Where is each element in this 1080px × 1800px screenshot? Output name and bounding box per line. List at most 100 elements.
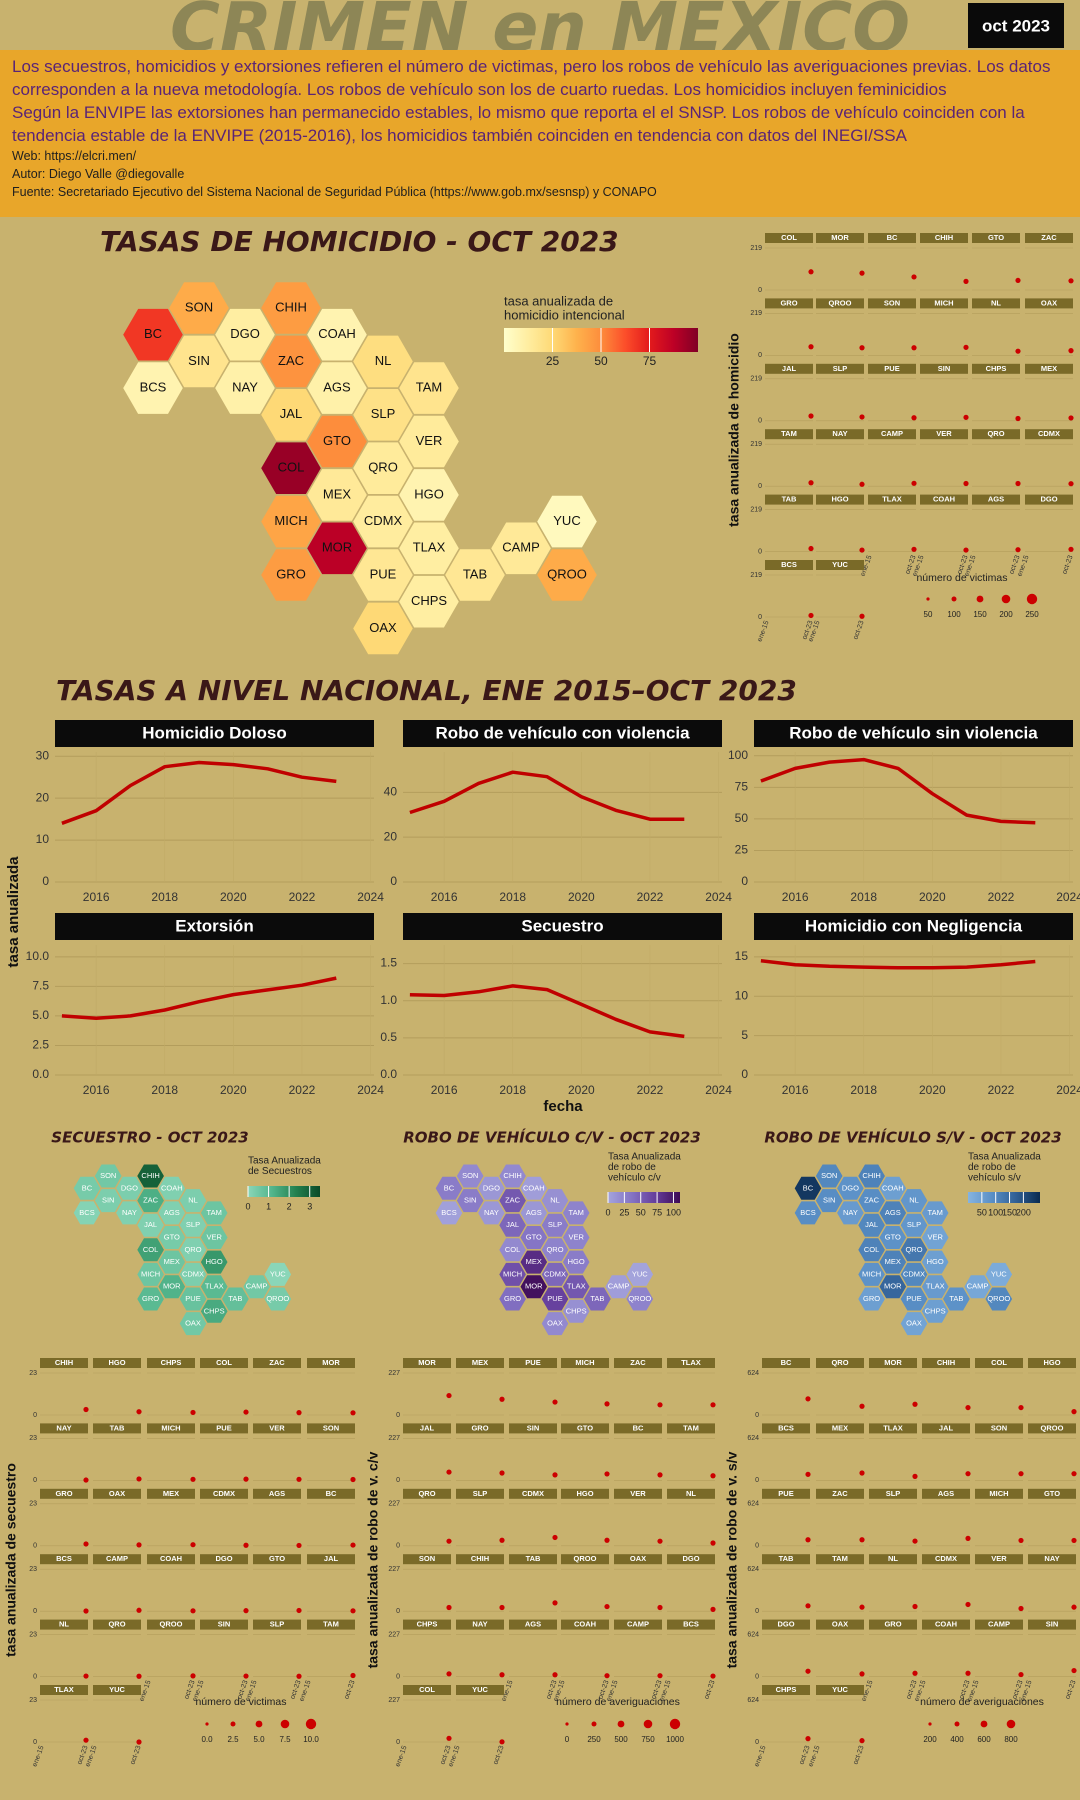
x-tick-label: 2020 bbox=[919, 1083, 946, 1097]
hex-label: JAL bbox=[280, 406, 302, 421]
y-axis-label: tasa anualizada bbox=[5, 856, 22, 968]
panel-label-box bbox=[667, 1358, 715, 1368]
y-tick-label: 0 bbox=[758, 418, 762, 425]
panel-label-box bbox=[307, 1423, 355, 1434]
latest-point bbox=[1068, 481, 1074, 487]
panel-label-box bbox=[922, 1423, 970, 1434]
latest-point bbox=[911, 345, 917, 351]
panel-label-box bbox=[972, 429, 1020, 440]
panel-label: JAL bbox=[420, 1423, 435, 1432]
x-tick-label: 2016 bbox=[83, 890, 110, 904]
panel-label: MICH bbox=[934, 298, 953, 307]
legend-title: tasa anualizada de bbox=[504, 293, 613, 308]
panel-label-box bbox=[816, 1358, 864, 1368]
latest-point bbox=[965, 1601, 971, 1608]
legend-tick-label: 50 bbox=[636, 1207, 646, 1217]
latest-point bbox=[604, 1603, 610, 1610]
panel-label-box bbox=[200, 1488, 248, 1499]
hex-label: SLP bbox=[548, 1220, 562, 1229]
panel-label: BCS bbox=[683, 1620, 699, 1629]
panel-label: MEX bbox=[472, 1358, 488, 1367]
y-tick-label: 227 bbox=[388, 1370, 400, 1377]
latest-point bbox=[446, 1538, 452, 1544]
latest-point bbox=[859, 547, 865, 553]
panel-label-box bbox=[922, 1554, 970, 1565]
legend-title: Tasa Anualizada bbox=[968, 1152, 1041, 1163]
x-tick-label: oct-23 bbox=[703, 1679, 716, 1700]
panel-label-box bbox=[920, 233, 968, 243]
hex-label: NAY bbox=[484, 1208, 499, 1217]
hex-label: QRO bbox=[368, 460, 398, 475]
panel-label-box bbox=[667, 1619, 715, 1630]
x-tick-label: 2018 bbox=[499, 890, 526, 904]
panel-label: MOR bbox=[418, 1358, 436, 1367]
legend-title: vehículo c/v bbox=[608, 1173, 661, 1184]
size-legend-title: número de averiguaciones bbox=[556, 1696, 680, 1708]
latest-point bbox=[1071, 1537, 1077, 1544]
hex-label: SIN bbox=[823, 1196, 836, 1205]
legend-tick-label: 0 bbox=[245, 1201, 250, 1211]
panel-label: SIN bbox=[527, 1423, 540, 1432]
panel-label-box bbox=[972, 233, 1020, 243]
hex-label: JAL bbox=[144, 1220, 157, 1229]
size-legend-label: 0.0 bbox=[201, 1735, 213, 1744]
panel-label-box bbox=[147, 1488, 195, 1499]
latest-point bbox=[1071, 1604, 1077, 1610]
panel-label: GRO bbox=[471, 1423, 488, 1432]
y-tick-label: 0 bbox=[758, 352, 762, 359]
panel-label-box bbox=[40, 1619, 88, 1630]
y-tick-label: 0 bbox=[758, 483, 762, 490]
y-tick-label: 227 bbox=[388, 1566, 400, 1573]
panel-title-bar bbox=[403, 913, 722, 940]
hex-label: TLAX bbox=[567, 1282, 586, 1291]
y-tick-label: 0 bbox=[755, 1608, 759, 1615]
latest-point bbox=[350, 1542, 356, 1548]
x-tick-label: 2016 bbox=[83, 1083, 110, 1097]
y-tick-label: 7.5 bbox=[32, 979, 49, 993]
hex-label: PUE bbox=[370, 566, 397, 581]
hex bbox=[135, 1286, 166, 1312]
panel-label-box bbox=[762, 1488, 810, 1499]
latest-point bbox=[808, 269, 814, 275]
x-tick-label: 2022 bbox=[289, 1083, 316, 1097]
panel-label-box bbox=[200, 1358, 248, 1368]
legend-tick-label: 25 bbox=[546, 354, 560, 368]
x-tick-label: oct-23 bbox=[1064, 1679, 1077, 1700]
latest-point bbox=[1071, 1471, 1077, 1477]
trend-line bbox=[760, 757, 1036, 825]
hex-label: VER bbox=[927, 1232, 943, 1241]
panel-label-box bbox=[561, 1488, 609, 1499]
hex bbox=[178, 1310, 208, 1337]
panel-label-box bbox=[93, 1554, 141, 1565]
hex-label: COAH bbox=[882, 1183, 904, 1192]
panel-label: PUE bbox=[216, 1423, 231, 1432]
hex-label: QROO bbox=[987, 1294, 1010, 1303]
legend-tick-label: 100 bbox=[666, 1207, 681, 1217]
latest-point bbox=[808, 344, 814, 350]
panel-label-box bbox=[614, 1488, 662, 1499]
panel-label: CHPS bbox=[776, 1685, 797, 1694]
panel-label: YUC bbox=[832, 1685, 848, 1694]
panel-label: MEX bbox=[163, 1489, 179, 1498]
latest-point bbox=[1068, 278, 1074, 284]
hex-label: GTO bbox=[323, 433, 351, 448]
panel-label-box bbox=[762, 1685, 810, 1695]
legend-title: vehículo s/v bbox=[968, 1173, 1021, 1184]
latest-point bbox=[296, 1542, 302, 1549]
hex-label: PUE bbox=[906, 1294, 921, 1303]
hex-label: AGS bbox=[164, 1208, 180, 1217]
y-tick-label: 0.0 bbox=[380, 1067, 397, 1081]
x-tick-label: oct-23 bbox=[129, 1745, 142, 1766]
size-legend-dot bbox=[1006, 1719, 1016, 1729]
hex-label: CHPS bbox=[204, 1306, 225, 1315]
latest-point bbox=[604, 1537, 610, 1543]
trend-line bbox=[61, 976, 337, 1021]
latest-point bbox=[136, 1739, 142, 1745]
hex-label: SLP bbox=[371, 406, 396, 421]
legend-tick-label: 75 bbox=[652, 1207, 662, 1217]
latest-point bbox=[965, 1471, 971, 1477]
hex-label: CHPS bbox=[566, 1306, 587, 1315]
hex-label: YUC bbox=[270, 1269, 286, 1278]
panel-label: DGO bbox=[1040, 495, 1057, 504]
x-tick-label: ene-15 bbox=[395, 1745, 409, 1768]
